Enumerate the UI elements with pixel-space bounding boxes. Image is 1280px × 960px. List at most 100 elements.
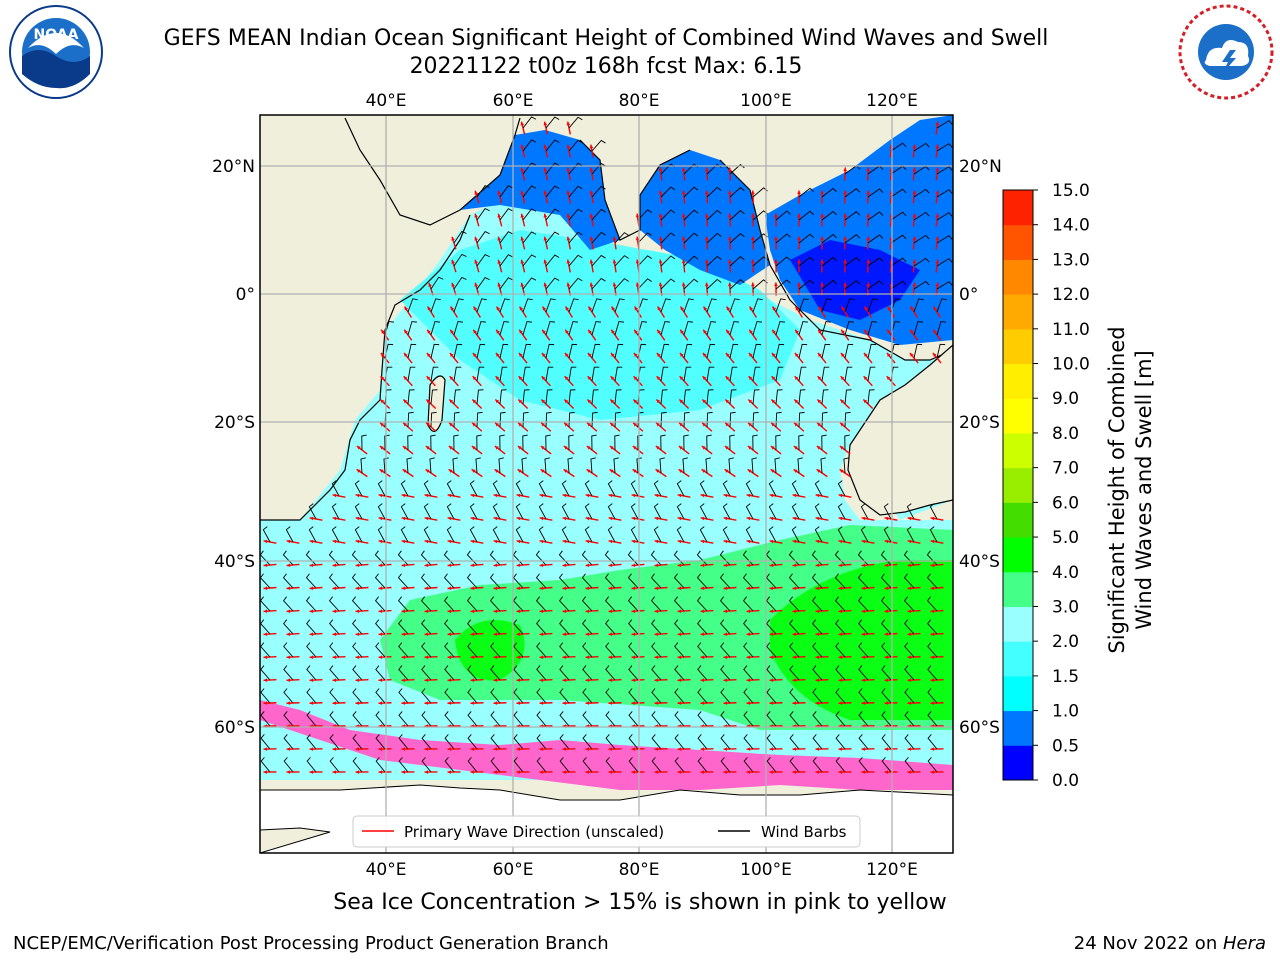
colorbar-swatch xyxy=(1003,363,1033,399)
wind-barb xyxy=(651,688,662,704)
wave-direction-arrowhead xyxy=(679,376,684,381)
wave-direction-arrowhead xyxy=(447,770,452,774)
wind-barb xyxy=(375,619,386,635)
wave-direction-arrowhead xyxy=(794,422,798,427)
wind-barb xyxy=(499,208,514,221)
wave-direction-arrowhead xyxy=(751,259,755,264)
wind-barb xyxy=(858,688,869,704)
wind-barb xyxy=(591,162,606,175)
wind-barb xyxy=(283,642,294,658)
footer-credit: NCEP/EMC/Verification Post Processing Pr… xyxy=(13,933,609,954)
wave-direction-arrowhead xyxy=(769,563,774,568)
wave-direction-arrowhead xyxy=(700,678,705,682)
wind-barb xyxy=(582,619,593,635)
wind-barb xyxy=(743,642,754,658)
wave-direction-arrowhead xyxy=(309,747,314,751)
wave-direction-arrowhead xyxy=(843,282,847,287)
wave-direction-arrowhead xyxy=(749,329,753,334)
wind-barb xyxy=(490,642,501,658)
wind-barb xyxy=(791,503,800,520)
arabian-sea xyxy=(460,130,620,250)
wind-barb xyxy=(904,642,915,658)
wave-direction-arrowhead xyxy=(539,609,544,614)
wave-direction-arrowhead xyxy=(654,747,659,751)
wind-barb xyxy=(729,256,745,267)
wind-barb xyxy=(490,757,501,773)
wind-barb xyxy=(476,321,486,336)
wind-barb xyxy=(683,321,693,336)
wave-direction-arrowhead xyxy=(378,701,383,705)
wind-barb xyxy=(821,279,838,290)
wind-barb xyxy=(536,665,547,681)
wind-barb xyxy=(775,389,783,405)
colorbar-tick-label: 1.0 xyxy=(1052,702,1079,722)
wind-barb xyxy=(788,596,800,612)
wave-direction-arrowhead xyxy=(516,770,521,774)
wave-direction-arrowhead xyxy=(450,329,454,334)
wave-direction-arrowhead xyxy=(449,422,453,427)
wave-direction-arrowhead xyxy=(792,678,797,682)
wave-direction-arrowhead xyxy=(658,236,663,241)
wind-barb xyxy=(811,596,823,612)
wind-barb xyxy=(697,619,708,635)
wave-direction-arrowhead xyxy=(401,770,406,774)
wave-direction-arrowhead xyxy=(585,516,590,521)
wave-direction-arrowhead xyxy=(610,376,615,381)
wind-barb xyxy=(798,210,814,221)
wind-barb xyxy=(904,619,915,635)
wave-direction-arrowhead xyxy=(677,586,682,591)
colorbar-swatch xyxy=(1003,641,1033,677)
wind-barb xyxy=(466,596,478,612)
wave-direction-arrowhead xyxy=(702,376,707,381)
india-coast xyxy=(579,139,691,241)
wind-barb xyxy=(881,619,892,635)
wave-direction-arrowhead xyxy=(681,236,686,241)
wind-barb xyxy=(683,186,699,198)
wind-barb xyxy=(674,757,685,773)
wave-direction-arrowhead xyxy=(912,236,917,241)
wave-direction-arrowhead xyxy=(516,678,521,682)
wind-barb xyxy=(936,235,953,244)
wind-barb xyxy=(559,665,570,681)
wave-direction-arrowhead xyxy=(543,282,548,287)
wave-direction-arrowhead xyxy=(747,446,752,450)
wave-direction-arrowhead xyxy=(746,655,751,659)
wind-barb xyxy=(927,619,938,635)
wave-direction-arrowhead xyxy=(540,446,545,450)
wave-direction-arrowhead xyxy=(723,701,728,705)
wind-barb xyxy=(743,619,754,635)
wave-direction-arrowhead xyxy=(495,399,500,404)
wave-direction-arrowhead xyxy=(746,493,751,498)
wind-barb xyxy=(423,526,432,543)
wind-barb xyxy=(499,298,510,313)
wave-direction-arrowhead xyxy=(497,259,501,264)
wind-barb xyxy=(812,619,823,635)
wind-barb xyxy=(522,321,532,336)
wave-direction-arrowhead xyxy=(608,586,613,591)
wind-barb xyxy=(798,298,809,313)
wind-barb xyxy=(400,480,409,497)
wave-direction-arrowhead xyxy=(935,190,940,195)
wave-direction-arrowhead xyxy=(539,493,544,498)
wave-direction-arrowhead xyxy=(587,422,591,427)
wave-direction-arrowhead xyxy=(332,586,337,591)
wind-barb xyxy=(283,711,294,727)
arabia-coast xyxy=(344,117,521,226)
wind-barb xyxy=(729,298,740,313)
wave-direction-arrowhead xyxy=(797,213,801,218)
wind-barb xyxy=(614,232,629,244)
wind-barb xyxy=(397,596,409,612)
wave-direction-arrowhead xyxy=(608,701,613,705)
wind-barb xyxy=(453,276,467,290)
wind-barb xyxy=(489,596,501,612)
wave-direction-arrowhead xyxy=(838,747,843,751)
wave-direction-arrowhead xyxy=(543,259,548,264)
wave-direction-arrowhead xyxy=(608,678,613,682)
wave-direction-arrowhead xyxy=(565,329,569,334)
wave-direction-arrowhead xyxy=(425,469,430,473)
wave-direction-arrowhead xyxy=(748,352,753,357)
wave-direction-arrowhead xyxy=(401,701,406,705)
wave-direction-arrowhead xyxy=(309,539,314,544)
wave-direction-arrowhead xyxy=(563,469,568,473)
wave-direction-arrowhead xyxy=(886,376,891,381)
